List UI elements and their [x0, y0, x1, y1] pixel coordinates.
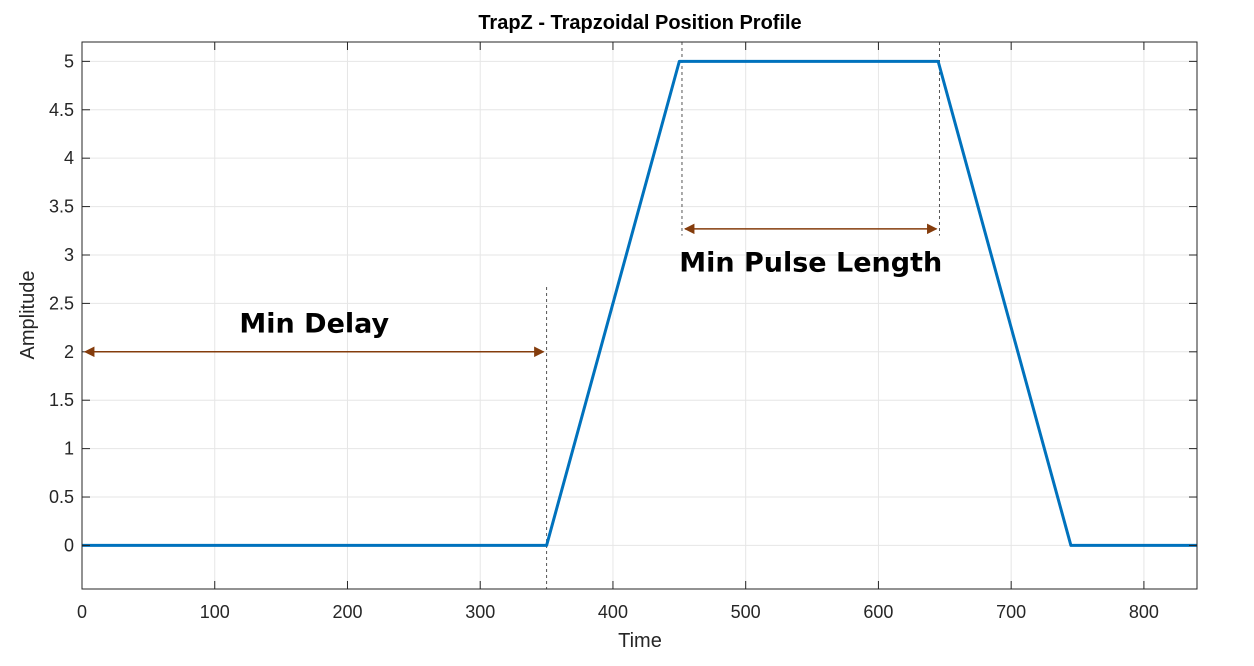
y-tick-label: 3.5: [49, 197, 74, 217]
y-tick-label: 5: [64, 51, 74, 71]
x-tick-label: 500: [731, 602, 761, 622]
x-tick-label: 300: [465, 602, 495, 622]
y-tick-label: 0.5: [49, 487, 74, 507]
ticks-group: 0 100 200 300 400 500 600 700 800 0 0.5 1 1.5 2 2.5 3 3.…: [49, 42, 1197, 622]
series-group: [82, 59, 1197, 547]
y-axis-label: Amplitude: [17, 271, 39, 360]
y-tick-label: 0: [64, 535, 74, 555]
y-tick-label: 3: [64, 245, 74, 265]
x-tick-label: 600: [863, 602, 893, 622]
x-tick-label: 200: [332, 602, 362, 622]
y-tick-label: 1.5: [49, 390, 74, 410]
annotation-label: Min Delay: [239, 308, 389, 339]
grid-lines: [81, 42, 1197, 589]
annotations-group: Min Delay Min Pulse Length: [83, 223, 942, 358]
chart-title: TrapZ - Trapzoidal Position Profile: [478, 12, 801, 34]
series-line: [82, 59, 1197, 547]
y-tick-label: 4.5: [49, 100, 74, 120]
plot-frame: [81, 41, 1198, 590]
y-tick-label: 1: [64, 439, 74, 459]
y-tick-label: 4: [64, 148, 74, 168]
x-tick-label: 800: [1129, 602, 1159, 622]
x-tick-label: 0: [77, 602, 87, 622]
guide-lines: [546, 42, 940, 589]
x-tick-label: 100: [200, 602, 230, 622]
annotation-label: Min Pulse Length: [679, 247, 942, 278]
y-tick-label: 2.5: [49, 293, 74, 313]
x-tick-label: 400: [598, 602, 628, 622]
x-axis-label: Time: [618, 630, 662, 652]
x-tick-label: 700: [996, 602, 1026, 622]
y-tick-label: 2: [64, 342, 74, 362]
